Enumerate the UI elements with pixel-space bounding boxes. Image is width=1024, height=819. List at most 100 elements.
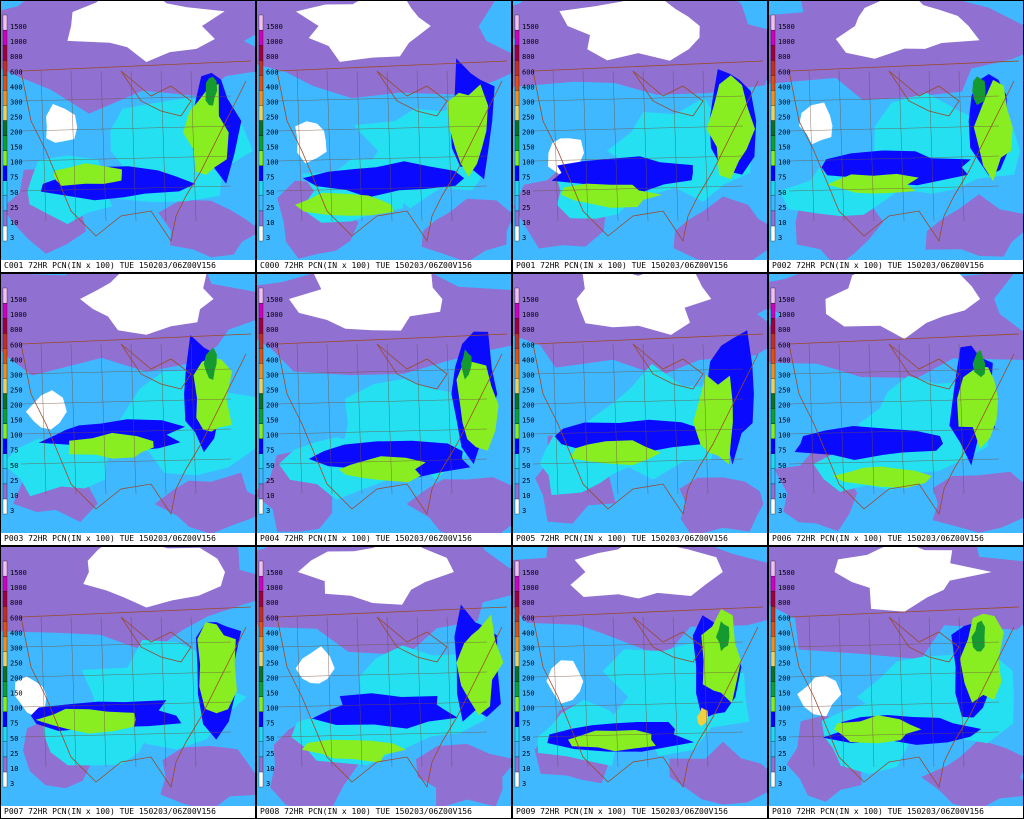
light-precip-region	[160, 746, 255, 806]
heavy-precip-band	[311, 693, 458, 729]
legend-tick-label: 150	[10, 690, 23, 698]
legend-swatch	[258, 726, 264, 742]
legend-tick-label: 200	[266, 675, 279, 683]
legend-swatch	[514, 348, 520, 364]
legend-swatch	[258, 408, 264, 424]
very-heavy-precip-region	[957, 366, 999, 449]
legend-tick-label: 3	[266, 780, 270, 788]
legend-swatch	[514, 408, 520, 424]
color-legend: 3 10 25 50 75 100 150 200 250 300 400 600 800 1000 150…	[514, 287, 539, 515]
geo-borders	[532, 606, 764, 789]
legend-tick-label: 50	[778, 462, 786, 470]
legend-swatch	[770, 696, 776, 712]
no-precip-region	[576, 274, 712, 335]
legend-tick-label: 10	[778, 492, 786, 500]
legend-swatch	[514, 287, 520, 304]
legend-swatch	[258, 225, 264, 242]
legend-tick-label: 400	[10, 629, 23, 637]
no-precip-region	[289, 274, 443, 331]
caption-suffix: 72HR PCN(IN x 100) TUE 150203/06Z00V156	[23, 261, 216, 270]
member-id: P003	[4, 534, 24, 543]
legend-tick-label: 3	[778, 234, 782, 242]
legend-swatch	[258, 287, 264, 304]
legend-swatch	[258, 636, 264, 652]
legend-swatch	[258, 498, 264, 515]
legend-tick-label: 1500	[10, 296, 27, 304]
map-panel-p006: 3 10 25 50 75 100 150 200 250 300 400 600 800 1000 150…	[768, 273, 1024, 546]
legend-tick-label: 200	[522, 675, 535, 683]
legend-swatch	[2, 483, 8, 500]
legend-tick-label: 3	[266, 507, 270, 515]
legend-tick-label: 250	[522, 387, 535, 395]
legend-tick-label: 800	[266, 326, 279, 334]
legend-tick-label: 400	[266, 629, 279, 637]
legend-swatch	[514, 438, 520, 454]
legend-swatch	[514, 44, 520, 61]
legend-tick-label: 200	[522, 129, 535, 137]
legend-tick-label: 25	[266, 204, 274, 212]
legend-tick-label: 1000	[778, 584, 795, 592]
legend-swatch	[514, 225, 520, 242]
very-heavy-precip-region	[456, 614, 504, 716]
legend-swatch	[514, 75, 520, 91]
legend-swatch	[2, 135, 8, 151]
legend-tick-label: 3	[10, 234, 14, 242]
legend-tick-label: 10	[10, 219, 18, 227]
legend-swatch	[514, 636, 520, 652]
legend-swatch	[258, 302, 264, 319]
legend-swatch	[514, 560, 520, 577]
legend-swatch	[2, 105, 8, 121]
legend-swatch	[2, 590, 8, 607]
legend-tick-label: 1000	[778, 311, 795, 319]
legend-tick-label: 600	[778, 68, 791, 76]
legend-swatch	[514, 711, 520, 727]
color-legend: 3 10 25 50 75 100 150 200 250 300 400 600 800 1000 150…	[770, 287, 795, 515]
caption-suffix: 72HR PCN(IN x 100) TUE 150203/06Z00V156	[535, 807, 728, 816]
legend-tick-label: 25	[522, 750, 530, 758]
light-precip-region	[673, 196, 767, 260]
extreme-precip-core	[203, 347, 217, 380]
extreme-precip-core	[205, 76, 218, 106]
legend-swatch	[2, 696, 8, 712]
legend-tick-label: 800	[10, 599, 23, 607]
legend-swatch	[514, 210, 520, 227]
legend-tick-label: 100	[522, 159, 535, 167]
legend-tick-label: 250	[778, 660, 791, 668]
light-precip-region	[669, 741, 767, 805]
legend-tick-label: 400	[522, 83, 535, 91]
legend-tick-label: 600	[266, 68, 279, 76]
legend-tick-label: 10	[778, 219, 786, 227]
legend-tick-label: 100	[10, 159, 23, 167]
legend-swatch	[258, 180, 264, 196]
legend-swatch	[2, 741, 8, 758]
legend-swatch	[770, 756, 776, 773]
legend-swatch	[258, 363, 264, 379]
caption-suffix: 72HR PCN(IN x 100) TUE 150203/06Z00V156	[279, 261, 472, 270]
legend-tick-label: 75	[10, 447, 18, 455]
legend-tick-label: 75	[778, 720, 786, 728]
legend-tick-label: 200	[522, 402, 535, 410]
legend-swatch	[2, 165, 8, 181]
member-id: P001	[516, 261, 536, 270]
member-id: P006	[772, 534, 792, 543]
no-precip-region	[834, 547, 992, 612]
legend-swatch	[258, 423, 264, 439]
legend-swatch	[514, 135, 520, 151]
geo-borders	[276, 333, 508, 516]
legend-tick-label: 1000	[266, 311, 283, 319]
legend-swatch	[2, 29, 8, 46]
legend-swatch	[2, 378, 8, 394]
member-id: P010	[772, 807, 792, 816]
panel-caption: P001 72HR PCN(IN x 100) TUE 150203/06Z00…	[516, 261, 728, 270]
legend-tick-label: 400	[266, 356, 279, 364]
legend-swatch	[2, 711, 8, 727]
legend-tick-label: 25	[10, 204, 18, 212]
legend-swatch	[514, 317, 520, 334]
legend-tick-label: 150	[266, 144, 279, 152]
legend-swatch	[2, 180, 8, 196]
precip-map: 3 10 25 50 75 100 150 200 250 300 400 600 800 1000 150…	[257, 1, 511, 260]
legend-tick-label: 25	[778, 204, 786, 212]
legend-swatch	[2, 60, 8, 76]
legend-tick-label: 250	[266, 660, 279, 668]
